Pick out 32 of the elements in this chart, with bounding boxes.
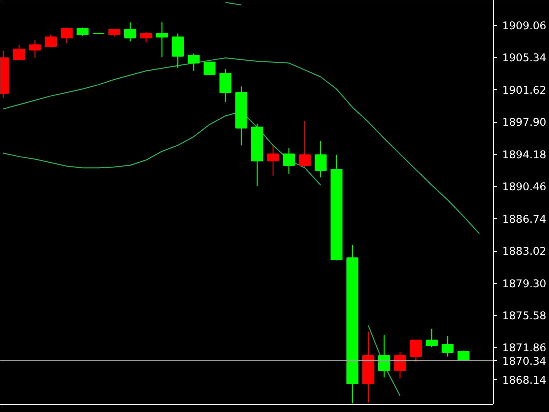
candlestick — [204, 62, 216, 76]
y-tick-label: 1868.14 — [502, 374, 547, 387]
candlestick — [156, 22, 168, 58]
y-tick-label: 1871.86 — [502, 342, 547, 355]
candlestick — [188, 53, 200, 72]
candlestick — [426, 328, 438, 348]
candlestick — [378, 334, 390, 378]
candlestick — [442, 336, 454, 358]
y-tick-label: 1894.18 — [502, 148, 547, 162]
y-tick-label: 1901.62 — [502, 84, 547, 97]
candlestick — [314, 140, 327, 178]
y-tick-label: 1883.02 — [502, 245, 547, 258]
candlestick — [140, 32, 152, 43]
candlestick — [267, 146, 280, 176]
candlestick — [299, 120, 312, 168]
candlestick — [29, 39, 42, 59]
ref-line-label: 1870.34 — [502, 354, 547, 368]
y-tick-label: 1886.74 — [502, 212, 547, 226]
candlestick — [124, 22, 136, 42]
y-tick-label: 1890.46 — [502, 180, 547, 194]
candlestick — [283, 148, 296, 175]
y-tick-label: 1897.90 — [502, 116, 547, 130]
candlestick — [45, 34, 58, 48]
y-tick-label: 1905.34 — [502, 52, 547, 65]
candlestick — [60, 27, 73, 44]
candlestick — [220, 68, 232, 103]
candlestick — [410, 340, 422, 363]
y-tick-label: 1879.30 — [502, 277, 547, 290]
y-tick-label: 1875.58 — [502, 309, 547, 322]
candlestick — [13, 44, 26, 62]
y-tick-label: 1909.06 — [502, 20, 547, 33]
candlestick — [172, 33, 184, 69]
